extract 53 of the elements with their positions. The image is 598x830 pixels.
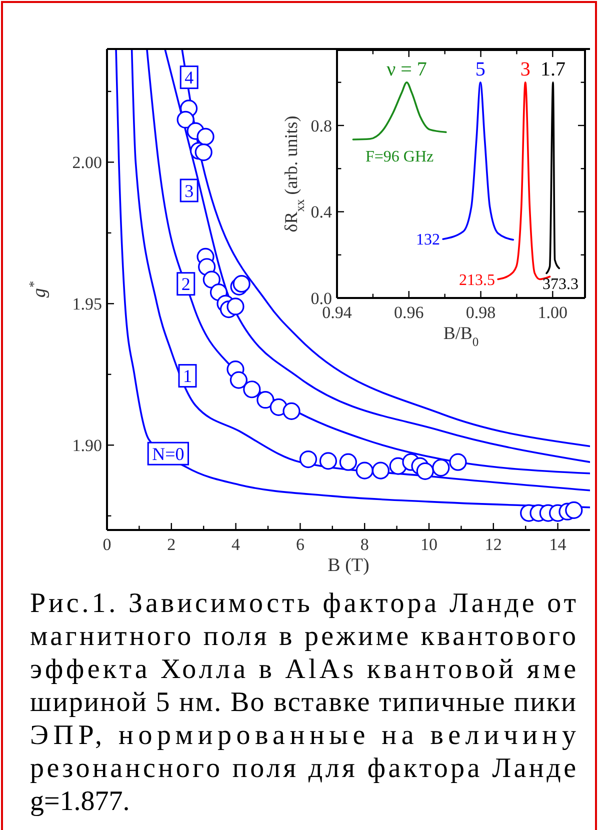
point: [194, 143, 212, 162]
x-axis-title: B (T): [328, 555, 370, 576]
point: [256, 391, 274, 409]
x-tick-label: 6: [296, 535, 304, 554]
x-tick-label: 0: [102, 535, 112, 554]
x-tick-label: 10: [420, 535, 438, 554]
point: [202, 270, 220, 288]
x-tick-label: 2: [167, 535, 176, 554]
point: [226, 298, 244, 316]
point: [196, 128, 214, 146]
line-series: [546, 81, 560, 274]
x-tick-label: 14: [549, 535, 567, 554]
line-series: [352, 81, 447, 140]
point: [339, 453, 357, 471]
annotation: 213.5: [459, 272, 496, 289]
x-tick-label: 8: [360, 535, 369, 554]
annotation: F=96 GHz: [365, 148, 434, 166]
y-tick-label: 2.00: [72, 153, 102, 172]
annotation: 132: [416, 232, 440, 249]
point: [230, 371, 248, 389]
point: [299, 450, 318, 468]
y-tick-label: 1.90: [72, 436, 102, 456]
annotation: 373.3: [542, 276, 579, 294]
annotation: 2: [181, 274, 190, 294]
annotation: 1: [183, 366, 192, 386]
y-tick-label: 0.4: [310, 202, 332, 222]
y-tick-label: 0.8: [310, 116, 332, 136]
annotation: 3: [184, 180, 194, 201]
point: [372, 462, 390, 480]
x-tick-label: 0.96: [394, 303, 424, 322]
point: [243, 380, 261, 398]
annotation: 4: [184, 68, 194, 88]
point: [176, 110, 194, 129]
point: [449, 453, 467, 471]
annotation: ν = 7: [386, 58, 427, 80]
annotation: 3: [520, 58, 530, 80]
point: [432, 458, 450, 477]
point: [282, 402, 300, 420]
x-axis-title: B/B$_{0}$: [443, 323, 479, 349]
annotation: 5: [475, 58, 486, 80]
annotation: N=0: [152, 444, 184, 464]
annotation: 1.7: [540, 58, 566, 80]
text: Рис.1. Зависимость фактора Ланде от магнитного поля в режиме квантового эффекта Холла в AlAs квантовой яме шириной 5 нм. Во вставке типичные пики ЭПР, нормированные на величину резонансного поля для фактора Ланде g=1.877.: [30, 588, 576, 817]
x-tick-label: 1.00: [538, 303, 568, 322]
point: [356, 462, 374, 480]
x-tick-label: 0.98: [466, 303, 496, 322]
x-tick-label: 4: [232, 535, 241, 554]
y-tick-label: 1.95: [72, 294, 102, 314]
x-tick-label: 12: [484, 535, 502, 554]
line-series: [442, 81, 514, 241]
point: [319, 452, 338, 470]
point: [565, 501, 583, 519]
point: [416, 462, 434, 480]
